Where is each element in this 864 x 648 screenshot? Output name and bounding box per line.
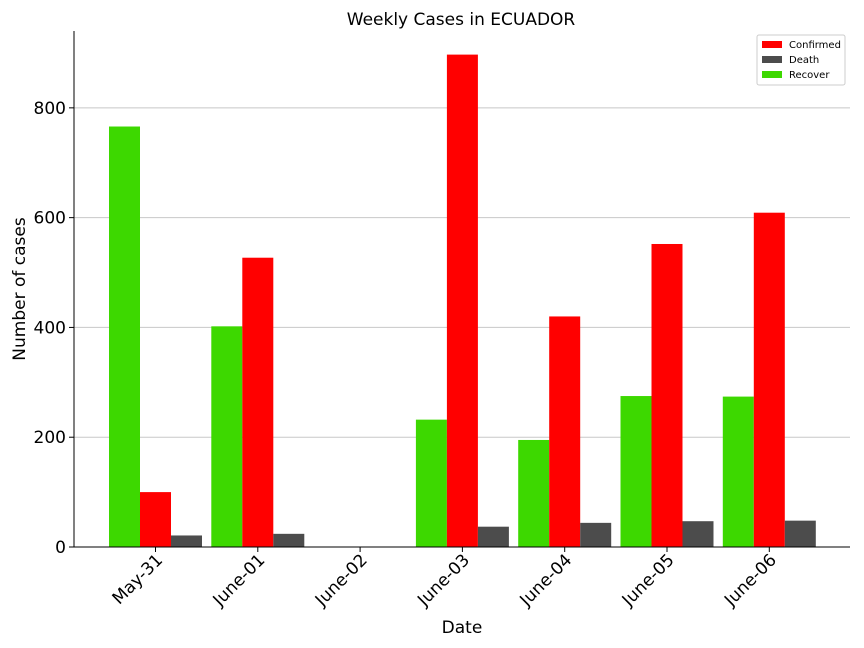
y-axis-title: Number of cases (10, 217, 30, 361)
x-tick-label: June-03 (413, 550, 474, 611)
bar-death (682, 521, 714, 547)
bar-confirmed (753, 212, 785, 547)
x-tick-label: June-05 (618, 550, 679, 611)
legend-swatch-confirmed (762, 41, 782, 48)
bar-confirmed (242, 257, 274, 547)
y-tick-label: 400 (34, 318, 66, 338)
x-tick-label: June-02 (311, 550, 372, 611)
x-tick-label: June-04 (516, 550, 577, 611)
y-ticks: 0 200 400 600 800 (34, 99, 74, 558)
bar-recover (109, 126, 140, 547)
y-tick-label: 800 (34, 99, 66, 119)
bar-recover (620, 396, 652, 547)
legend-label-confirmed: Confirmed (789, 40, 841, 51)
x-tick-label: June-01 (209, 550, 270, 611)
y-tick-label: 600 (34, 209, 66, 229)
bar-recover (211, 326, 243, 547)
x-tick-label: June-06 (720, 550, 781, 611)
legend-label-recover: Recover (789, 70, 830, 81)
bar-confirmed (651, 243, 683, 547)
bar-confirmed (140, 492, 171, 547)
legend: Confirmed Death Recover (756, 34, 846, 86)
bar-confirmed (446, 54, 478, 548)
bar-death (580, 522, 612, 547)
y-tick-label: 200 (34, 428, 66, 448)
bars (109, 54, 816, 548)
legend-swatch-death (762, 56, 782, 63)
bar-recover (518, 439, 550, 547)
chart-title: Weekly Cases in ECUADOR (347, 10, 576, 30)
x-ticks: May-31 June-01 June-02 June-03 June-04 June-0… (109, 547, 781, 611)
y-tick-label: 0 (55, 538, 66, 558)
x-tick-label: May-31 (109, 550, 167, 608)
bar-death (171, 535, 202, 547)
bar-death (273, 533, 305, 547)
bar-recover (722, 396, 754, 547)
legend-label-death: Death (789, 55, 819, 66)
x-axis-title: Date (442, 618, 483, 638)
bar-death (784, 520, 816, 547)
bar-confirmed (549, 316, 581, 547)
legend-swatch-recover (762, 71, 782, 78)
bar-recover (415, 419, 447, 547)
bar-death (477, 526, 509, 547)
